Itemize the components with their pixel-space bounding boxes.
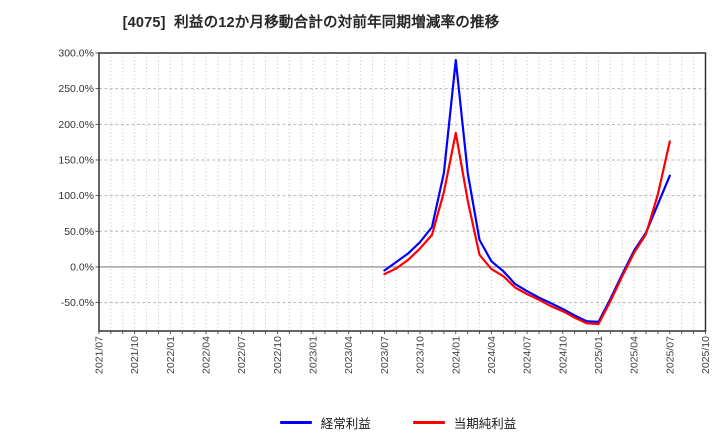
y-tick-label: 200.0%: [58, 119, 94, 131]
y-tick-label: 50.0%: [64, 226, 94, 238]
series-line-ordinary-profit: [383, 58, 671, 323]
x-tick-label: 2024/01: [450, 336, 462, 374]
x-tick-label: 2023/04: [343, 336, 355, 374]
x-tick-label: 2022/10: [272, 336, 284, 374]
series-line-net-profit: [383, 131, 671, 326]
x-tick-label: 2022/07: [236, 336, 248, 374]
legend-item-ordinary-profit: 経常利益: [279, 413, 371, 432]
legend-label-ordinary-profit: 経常利益: [320, 417, 371, 431]
plot-frame: [98, 52, 707, 332]
x-tick-label: 2024/07: [522, 336, 534, 374]
x-tick-label: 2023/07: [379, 336, 391, 374]
y-axis-labels: 300.0% 250.0% 200.0% 150.0% 100.0% 50.0% 0.0% -…: [58, 48, 94, 310]
x-axis-labels: 2021/07 2021/10 2022/01 2022/04 2022/07 2022/…: [94, 336, 713, 374]
y-tick-label: 100.0%: [58, 190, 94, 202]
grid-horizontal: [99, 88, 706, 304]
x-tick-label: 2021/07: [94, 336, 106, 374]
y-tick-label: 150.0%: [58, 154, 94, 166]
x-tick-label: 2025/01: [593, 336, 605, 374]
x-tick-label: 2024/04: [486, 336, 498, 374]
x-tick-label: 2025/10: [700, 336, 712, 374]
y-tick-label: 300.0%: [58, 48, 94, 60]
x-tick-label: 2025/04: [629, 336, 641, 374]
legend-item-net-profit: 当期純利益: [412, 413, 517, 432]
legend-line-red-icon: [412, 421, 445, 424]
x-tick-label: 2022/04: [201, 336, 213, 374]
legend: 経常利益 当期純利益: [38, 413, 720, 432]
x-tick-label: 2023/01: [308, 336, 320, 374]
x-tick-label: 2022/01: [165, 336, 177, 374]
x-tick-label: 2025/07: [664, 336, 676, 374]
chart-title: [4075] 利益の12か月移動合計の対前年同期増減率の推移: [122, 15, 500, 31]
x-tick-label: 2024/10: [557, 336, 569, 374]
legend-label-net-profit: 当期純利益: [453, 417, 517, 431]
x-tick-label: 2021/10: [129, 336, 141, 374]
x-tick-label: 2023/10: [415, 336, 427, 374]
grid-vertical: [110, 53, 695, 331]
y-tick-label: 250.0%: [58, 83, 94, 95]
axis-ticks: [95, 52, 706, 334]
y-tick-label: -50.0%: [61, 297, 94, 309]
legend-line-blue-icon: [279, 421, 312, 424]
y-tick-label: 0.0%: [70, 261, 94, 273]
